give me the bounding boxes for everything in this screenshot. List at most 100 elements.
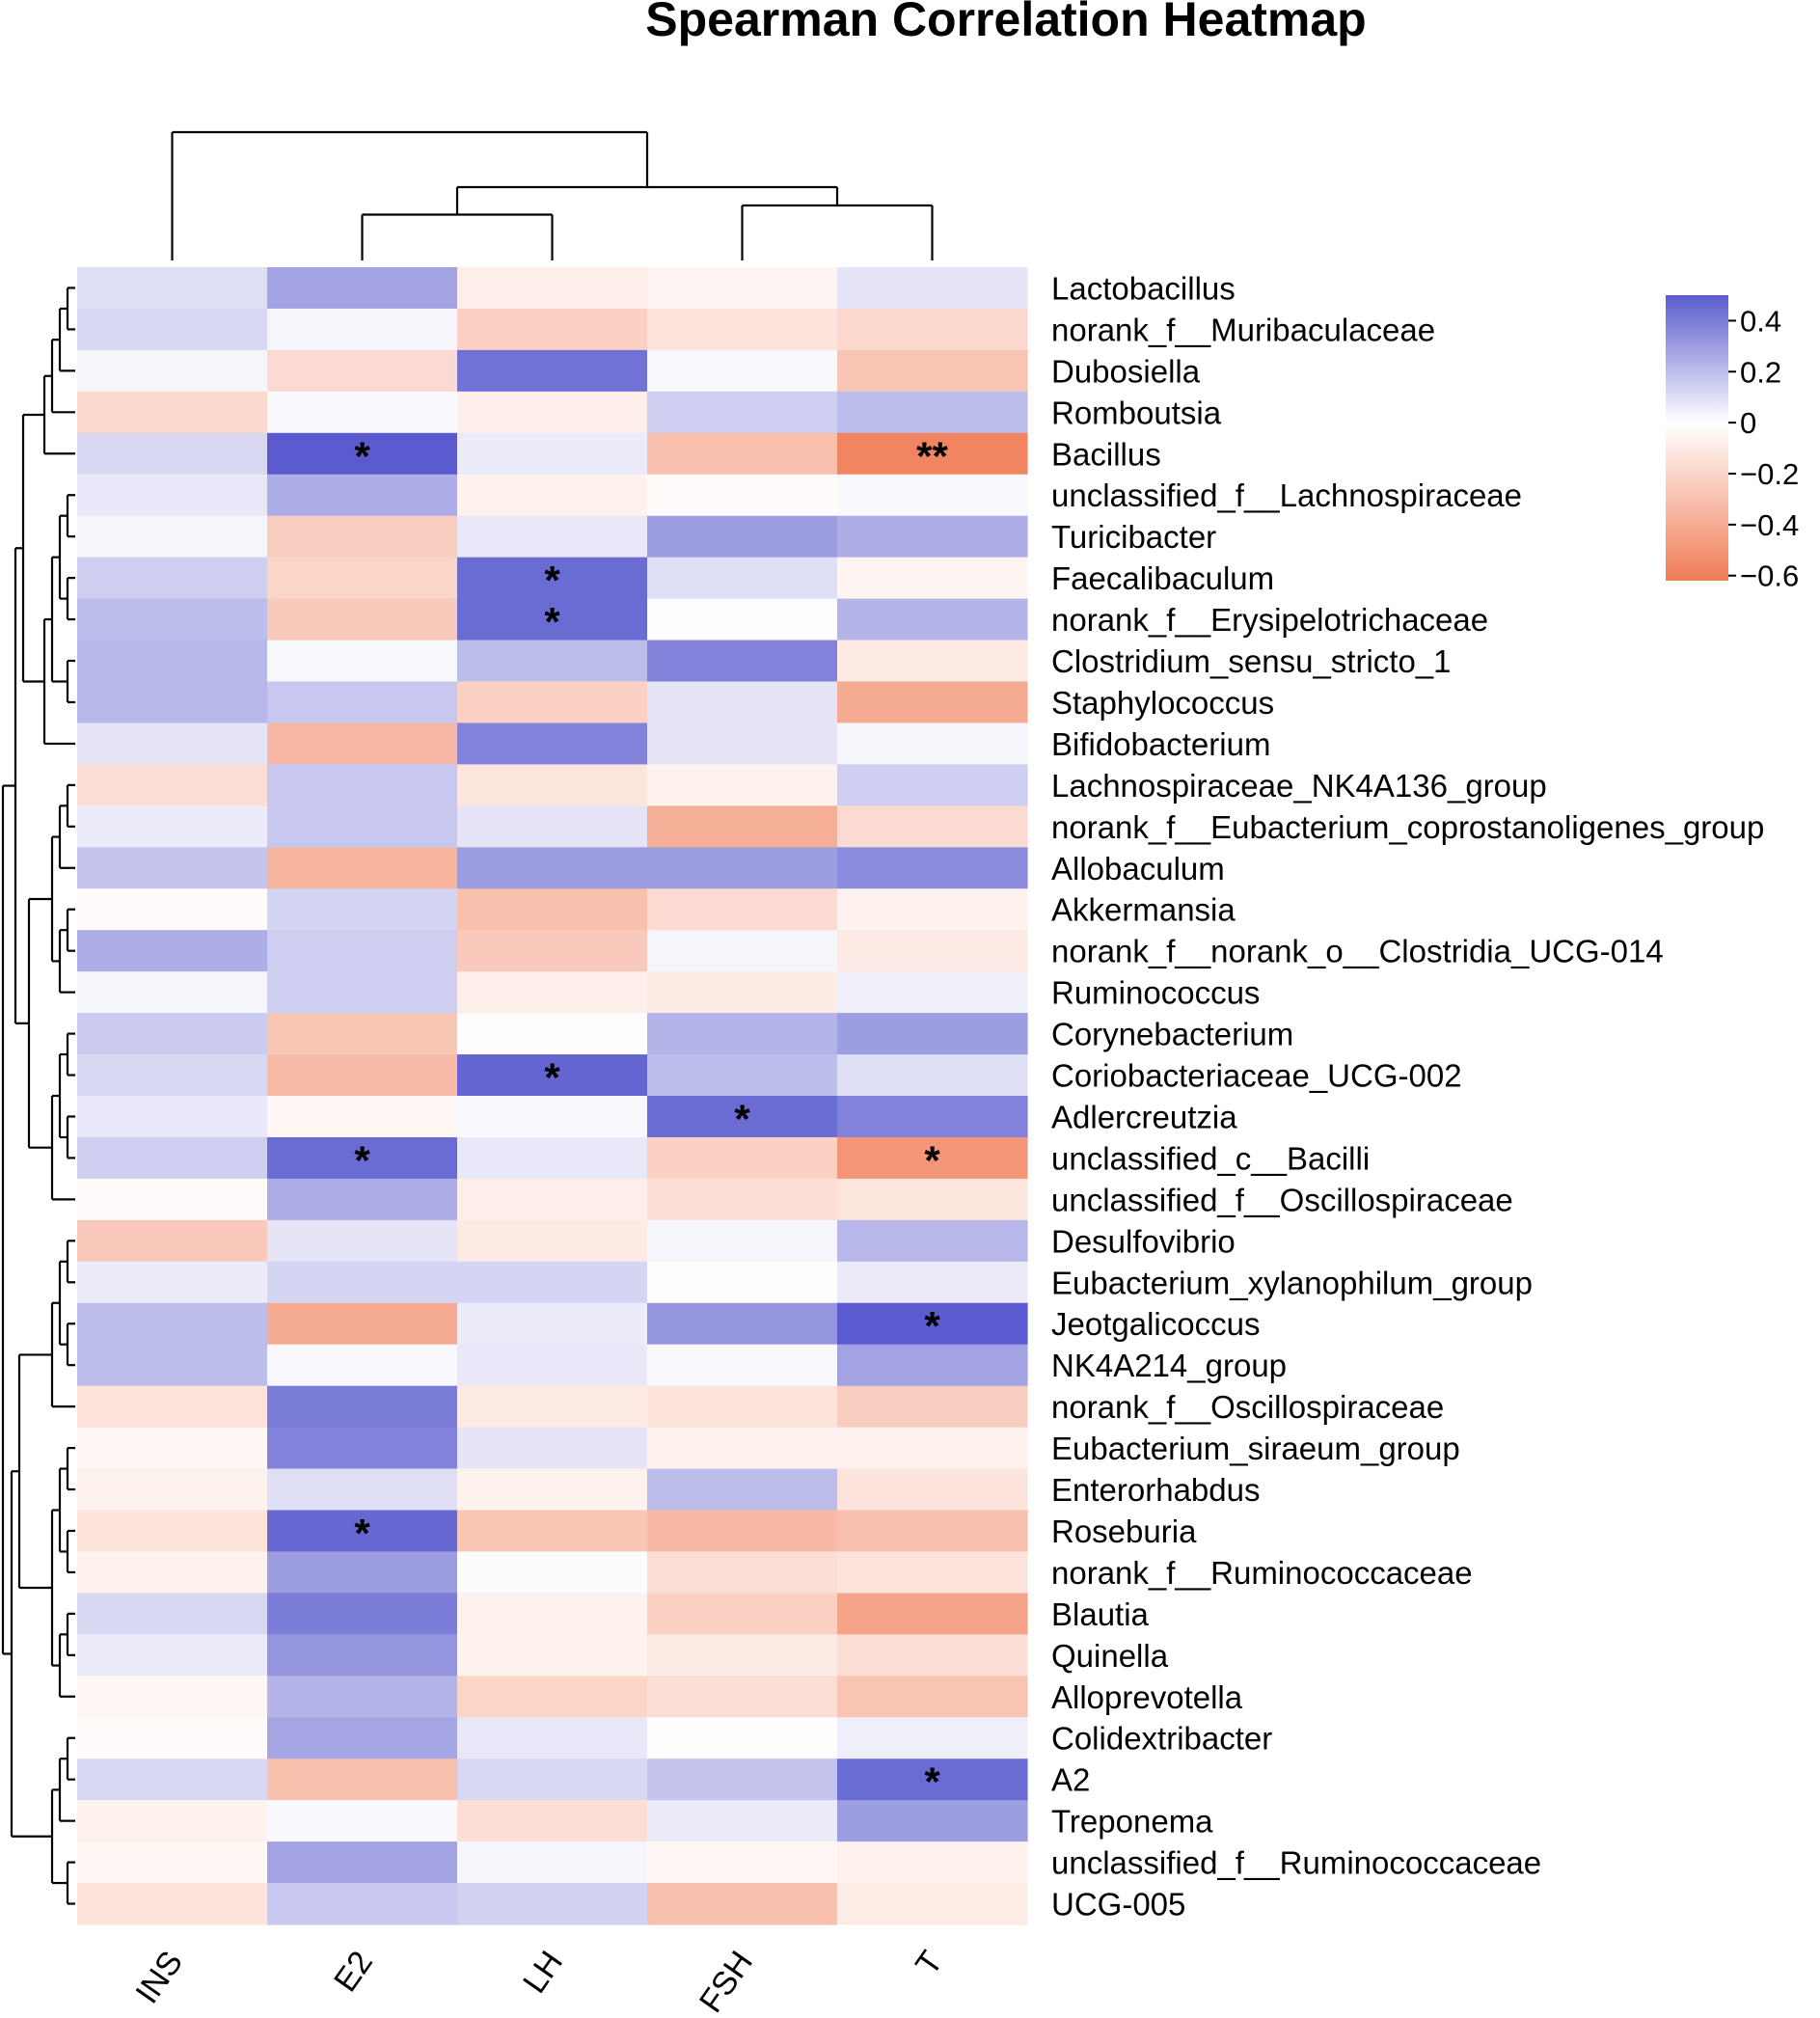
cell-desulfovibrio-lh (457, 1219, 648, 1263)
cell-eubacterium-siraeum-group-fsh (647, 1427, 838, 1470)
cell-unclassified-c-bacilli-lh (457, 1136, 648, 1180)
cell-romboutsia-ins (77, 391, 268, 434)
cell-unclassified-f-lachnospiraceae-lh (457, 474, 648, 517)
cell-ucg-005-ins (77, 1883, 268, 1925)
cell-alloprevotella-fsh (647, 1676, 838, 1718)
row-label-unclassified-f-oscillospiraceae: unclassified_f__Oscillospiraceae (1051, 1182, 1513, 1217)
cell-lactobacillus-lh (457, 267, 648, 310)
cell-adlercreutzia-e2 (267, 1096, 458, 1138)
column-label-t: T (909, 1945, 950, 1982)
row-label-alloprevotella: Alloprevotella (1051, 1679, 1243, 1715)
cell-treponema-lh (457, 1800, 648, 1842)
cell-bifidobacterium-ins (77, 723, 268, 765)
cell-corynebacterium-lh (457, 1013, 648, 1055)
row-label-faecalibaculum: Faecalibaculum (1051, 560, 1274, 596)
cell-unclassified-c-bacilli-fsh (647, 1136, 838, 1180)
cell-allobaculum-t (837, 847, 1028, 889)
significance-mark-coriobacteriaceae-ucg-002-lh: * (544, 1055, 560, 1101)
row-label-ucg-005: UCG-005 (1051, 1887, 1185, 1923)
cell-treponema-ins (77, 1800, 268, 1842)
column-labels: INS E2 LH FSH T (128, 1945, 950, 2018)
row-label-jeotgalicoccus: Jeotgalicoccus (1051, 1306, 1260, 1342)
chart-title: Spearman Correlation Heatmap (645, 0, 1366, 46)
cell-turicibacter-ins (77, 515, 268, 559)
cell-norank-f-eubacterium-coprostanoligenes-group-fsh (647, 805, 838, 848)
cell-unclassified-f-lachnospiraceae-ins (77, 474, 268, 517)
cell-enterorhabdus-ins (77, 1468, 268, 1512)
cell-lachnospiraceae-nk4a136-group-lh (457, 764, 648, 806)
cell-norank-f-muribaculaceae-ins (77, 308, 268, 351)
cell-a2-lh (457, 1759, 648, 1801)
row-label-akkermansia: Akkermansia (1051, 892, 1236, 928)
cell-norank-f-erysipelotrichaceae-e2 (267, 598, 458, 641)
cell-jeotgalicoccus-t (837, 1302, 1028, 1346)
cell-nk4a214-group-t (837, 1344, 1028, 1387)
significance-mark-jeotgalicoccus-t: * (924, 1303, 940, 1349)
colorbar-gradient (1666, 295, 1728, 581)
cell-norank-f-muribaculaceae-lh (457, 308, 648, 351)
cell-colidextribacter-ins (77, 1717, 268, 1759)
cell-eubacterium-xylanophilum-group-e2 (267, 1261, 458, 1304)
row-label-blautia: Blautia (1051, 1596, 1150, 1632)
cell-bacillus-fsh (647, 432, 838, 476)
cell-treponema-t (837, 1800, 1028, 1842)
cell-roseburia-t (837, 1510, 1028, 1553)
cell-coriobacteriaceae-ucg-002-ins (77, 1054, 268, 1097)
cell-adlercreutzia-ins (77, 1096, 268, 1138)
row-label-norank-f-ruminococcaceae: norank_f__Ruminococcaceae (1051, 1555, 1473, 1591)
row-label-lactobacillus: Lactobacillus (1051, 270, 1236, 306)
row-label-unclassified-f-ruminococcaceae: unclassified_f__Ruminococcaceae (1051, 1845, 1541, 1881)
cell-norank-f-muribaculaceae-t (837, 308, 1028, 351)
significance-mark-norank-f-erysipelotrichaceae-lh: * (544, 599, 560, 644)
cell-ruminococcus-fsh (647, 971, 838, 1014)
row-dendrogram (1, 286, 75, 1905)
cell-unclassified-f-ruminococcaceae-e2 (267, 1841, 458, 1884)
cell-desulfovibrio-t (837, 1219, 1028, 1263)
colorbar-tick-label: 0.4 (1740, 304, 1781, 338)
cell-unclassified-f-oscillospiraceae-t (837, 1178, 1028, 1221)
row-label-eubacterium-xylanophilum-group: Eubacterium_xylanophilum_group (1051, 1265, 1533, 1300)
cell-unclassified-f-lachnospiraceae-t (837, 474, 1028, 517)
cell-norank-f-norank-o-clostridia-ucg-014-ins (77, 930, 268, 972)
cell-unclassified-f-ruminococcaceae-fsh (647, 1841, 838, 1884)
cell-lachnospiraceae-nk4a136-group-e2 (267, 764, 458, 806)
cell-a2-t (837, 1759, 1028, 1801)
row-label-dubosiella: Dubosiella (1051, 353, 1201, 389)
cell-turicibacter-lh (457, 515, 648, 559)
cell-norank-f-eubacterium-coprostanoligenes-group-t (837, 805, 1028, 848)
cell-corynebacterium-t (837, 1013, 1028, 1055)
cell-norank-f-norank-o-clostridia-ucg-014-fsh (647, 930, 838, 972)
cell-treponema-e2 (267, 1800, 458, 1842)
cell-quinella-lh (457, 1634, 648, 1677)
cell-unclassified-f-oscillospiraceae-fsh (647, 1178, 838, 1221)
column-label-e2: E2 (327, 1945, 380, 1999)
cell-eubacterium-xylanophilum-group-fsh (647, 1261, 838, 1304)
cell-allobaculum-lh (457, 847, 648, 889)
cell-staphylococcus-ins (77, 681, 268, 724)
cell-eubacterium-siraeum-group-ins (77, 1427, 268, 1470)
row-label-desulfovibrio: Desulfovibrio (1051, 1223, 1236, 1259)
row-label-quinella: Quinella (1051, 1638, 1169, 1674)
cell-jeotgalicoccus-fsh (647, 1302, 838, 1346)
cell-unclassified-f-ruminococcaceae-ins (77, 1841, 268, 1884)
cell-norank-f-ruminococcaceae-e2 (267, 1551, 458, 1594)
cell-norank-f-oscillospiraceae-t (837, 1385, 1028, 1429)
cell-akkermansia-ins (77, 888, 268, 931)
cell-colidextribacter-t (837, 1717, 1028, 1759)
cell-eubacterium-siraeum-group-t (837, 1427, 1028, 1470)
cell-norank-f-ruminococcaceae-t (837, 1551, 1028, 1594)
colorbar-tick-label: −0.4 (1740, 508, 1799, 542)
cell-unclassified-f-ruminococcaceae-t (837, 1841, 1028, 1884)
cell-ruminococcus-e2 (267, 971, 458, 1014)
significance-marks: * ******* **** (354, 433, 948, 1804)
cell-faecalibaculum-fsh (647, 557, 838, 600)
cell-norank-f-eubacterium-coprostanoligenes-group-e2 (267, 805, 458, 848)
row-label-bacillus: Bacillus (1051, 436, 1161, 472)
cell-akkermansia-t (837, 888, 1028, 931)
cell-staphylococcus-e2 (267, 681, 458, 724)
cell-corynebacterium-ins (77, 1013, 268, 1055)
significance-mark-roseburia-e2: * (354, 1511, 370, 1556)
cell-adlercreutzia-lh (457, 1096, 648, 1138)
row-label-turicibacter: Turicibacter (1051, 519, 1216, 555)
colorbar-ticks: 0.4 0.2 0 −0.2 −0.4 −0.6 (1728, 304, 1799, 593)
